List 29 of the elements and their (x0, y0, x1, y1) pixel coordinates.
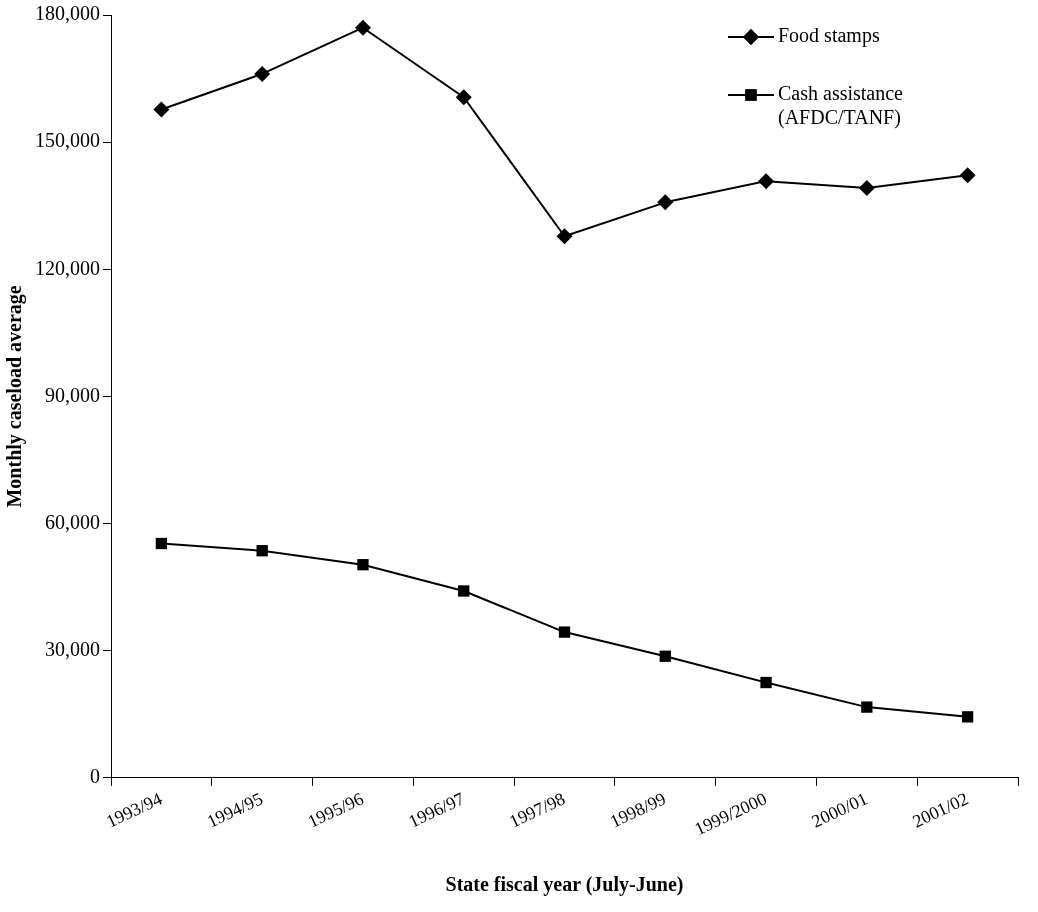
point (357, 559, 369, 571)
point (458, 585, 470, 597)
point (861, 701, 873, 713)
point (153, 101, 170, 118)
point (858, 179, 875, 196)
point (354, 19, 371, 36)
y-tick-label: 60,000 (45, 510, 100, 533)
point (760, 676, 772, 689)
point (558, 626, 571, 638)
point (657, 194, 674, 211)
y-tick-label: 0 (90, 765, 100, 788)
y-tick-label: 30,000 (45, 637, 100, 660)
y-tick-label: 150,000 (35, 129, 100, 152)
legend-label: Cash assistance (AFDC/TANF) (778, 82, 904, 130)
point (961, 711, 974, 723)
y-tick-label: 180,000 (35, 2, 100, 25)
y-tick-label: 90,000 (45, 383, 100, 406)
point (254, 65, 271, 82)
legend-label: Food stamps (778, 24, 880, 48)
point (455, 89, 472, 106)
point (959, 167, 976, 184)
point (758, 173, 775, 190)
point (155, 537, 168, 550)
point (659, 650, 671, 662)
point (256, 545, 268, 557)
point (556, 228, 573, 245)
x-axis-title: State fiscal year (July-June) (445, 873, 684, 897)
y-tick-label: 120,000 (35, 256, 100, 279)
y-axis-title: Monthly caseload average (3, 285, 27, 508)
